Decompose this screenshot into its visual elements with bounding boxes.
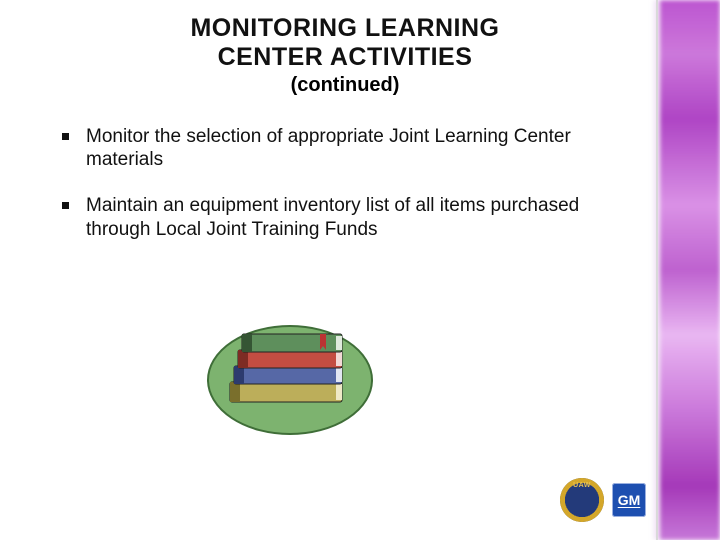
bullet-item: Monitor the selection of appropriate Joi…: [62, 125, 628, 173]
bullet-list: Monitor the selection of appropriate Joi…: [62, 125, 628, 242]
gm-logo-icon: GM: [612, 483, 646, 517]
title-line-2: CENTER ACTIVITIES: [218, 43, 473, 71]
slide-title: MONITORING LEARNING CENTER ACTIVITIES: [62, 14, 628, 72]
slide-subtitle: (continued): [62, 74, 628, 97]
gm-label: GM: [618, 492, 641, 508]
title-line-1: MONITORING LEARNING: [190, 14, 499, 42]
bullet-item: Maintain an equipment inventory list of …: [62, 194, 628, 242]
sidebar-divider: [656, 0, 658, 540]
books-illustration: [200, 310, 380, 440]
slide-content: MONITORING LEARNING CENTER ACTIVITIES (c…: [0, 0, 650, 540]
footer-logos: GM: [560, 478, 646, 522]
decorative-sidebar: [660, 0, 720, 540]
uaw-logo-icon: [560, 478, 604, 522]
